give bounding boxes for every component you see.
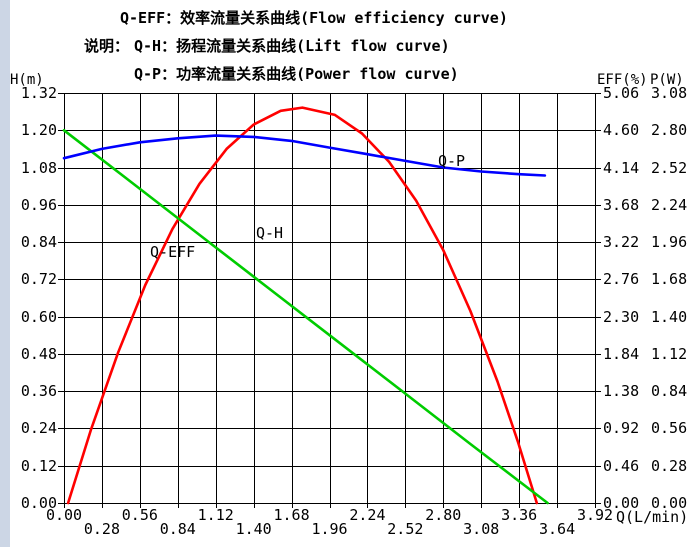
y-tick-p: 1.40 bbox=[651, 307, 688, 326]
y-tick-p: 3.08 bbox=[651, 84, 688, 102]
y-tick-p: 0.00 bbox=[651, 494, 688, 512]
left-axis-title: H(m) bbox=[10, 72, 44, 88]
y-tick-h: 0.60 bbox=[20, 307, 57, 326]
q-h-curve bbox=[62, 129, 549, 505]
x-tick-row1: 3.36 bbox=[501, 506, 538, 524]
right-axis-title-eff: EFF(%) bbox=[597, 72, 648, 88]
legend-line-qh: Q-H：扬程流量关系曲线(Lift flow curve) bbox=[134, 37, 450, 55]
x-tick-row1: 2.24 bbox=[349, 506, 386, 524]
y-tick-h: 0.48 bbox=[20, 344, 57, 363]
y-tick-eff: 2.76 bbox=[603, 270, 640, 289]
y-tick-p: 1.96 bbox=[651, 233, 688, 252]
y-tick-h: 0.36 bbox=[20, 382, 57, 401]
y-tick-h: 0.24 bbox=[20, 419, 57, 438]
x-tick-row2: 0.84 bbox=[159, 520, 196, 538]
x-tick-row2: 1.96 bbox=[311, 520, 348, 538]
x-tick-row1: 1.12 bbox=[197, 506, 234, 524]
x-tick-row2: 2.52 bbox=[387, 520, 424, 538]
legend-note-label: 说明： bbox=[84, 37, 130, 55]
y-tick-p: 2.52 bbox=[651, 158, 688, 177]
x-tick-row2: 1.40 bbox=[235, 520, 272, 538]
y-tick-eff: 0.00 bbox=[603, 494, 640, 512]
y-tick-h: 0.72 bbox=[20, 270, 57, 289]
y-tick-p: 2.80 bbox=[651, 121, 688, 140]
y-tick-p: 0.56 bbox=[651, 419, 688, 438]
x-tick-row1: 3.92 bbox=[576, 506, 614, 524]
y-tick-eff: 5.06 bbox=[603, 84, 640, 102]
x-tick-row2: 0.28 bbox=[83, 520, 120, 538]
y-tick-h: 0.12 bbox=[20, 456, 57, 475]
right-axis-title-p: P(W) bbox=[650, 72, 684, 88]
y-tick-h: 0.96 bbox=[20, 195, 57, 214]
x-axis-title: Q(L/min) bbox=[616, 508, 689, 526]
y-tick-eff: 0.92 bbox=[603, 419, 640, 438]
y-tick-eff: 1.84 bbox=[603, 344, 640, 363]
y-tick-p: 2.24 bbox=[651, 195, 688, 214]
y-tick-eff: 4.60 bbox=[603, 121, 640, 140]
y-tick-p: 0.28 bbox=[651, 456, 688, 475]
x-tick-row1: 0.56 bbox=[121, 506, 158, 524]
q-h-curve-label: Q-H bbox=[255, 223, 284, 242]
y-tick-eff: 0.46 bbox=[603, 456, 640, 475]
y-tick-p: 0.84 bbox=[651, 382, 688, 401]
x-tick-row2: 3.08 bbox=[463, 520, 500, 538]
x-tick-row1: 0.00 bbox=[45, 506, 83, 524]
q-p-curve-label: Q-P bbox=[438, 151, 466, 170]
y-tick-eff: 2.30 bbox=[603, 307, 640, 326]
y-tick-eff: 3.68 bbox=[603, 195, 640, 214]
y-tick-p: 1.68 bbox=[651, 270, 688, 289]
y-tick-h: 1.32 bbox=[20, 84, 57, 102]
y-tick-h: 0.00 bbox=[20, 494, 57, 512]
y-tick-h: 1.20 bbox=[20, 121, 57, 140]
y-tick-eff: 1.38 bbox=[603, 382, 640, 401]
legend-line-qeff: Q-EFF：效率流量关系曲线(Flow efficiency curve) bbox=[120, 9, 508, 27]
x-tick-row2: 3.64 bbox=[539, 520, 576, 538]
x-tick-row1: 1.68 bbox=[273, 506, 310, 524]
window-edge-band bbox=[0, 0, 10, 547]
y-tick-h: 1.08 bbox=[20, 158, 57, 177]
y-tick-eff: 3.22 bbox=[603, 233, 640, 252]
y-tick-h: 0.84 bbox=[20, 233, 57, 252]
q-eff-curve-label: Q-EFF bbox=[150, 243, 196, 262]
y-tick-eff: 4.14 bbox=[603, 158, 640, 177]
x-tick-row1: 2.80 bbox=[425, 506, 462, 524]
q-p-curve bbox=[62, 134, 547, 177]
y-tick-p: 1.12 bbox=[651, 344, 688, 363]
legend-line-qp: Q-P：功率流量关系曲线(Power flow curve) bbox=[134, 65, 459, 83]
q-eff-curve bbox=[66, 106, 539, 505]
